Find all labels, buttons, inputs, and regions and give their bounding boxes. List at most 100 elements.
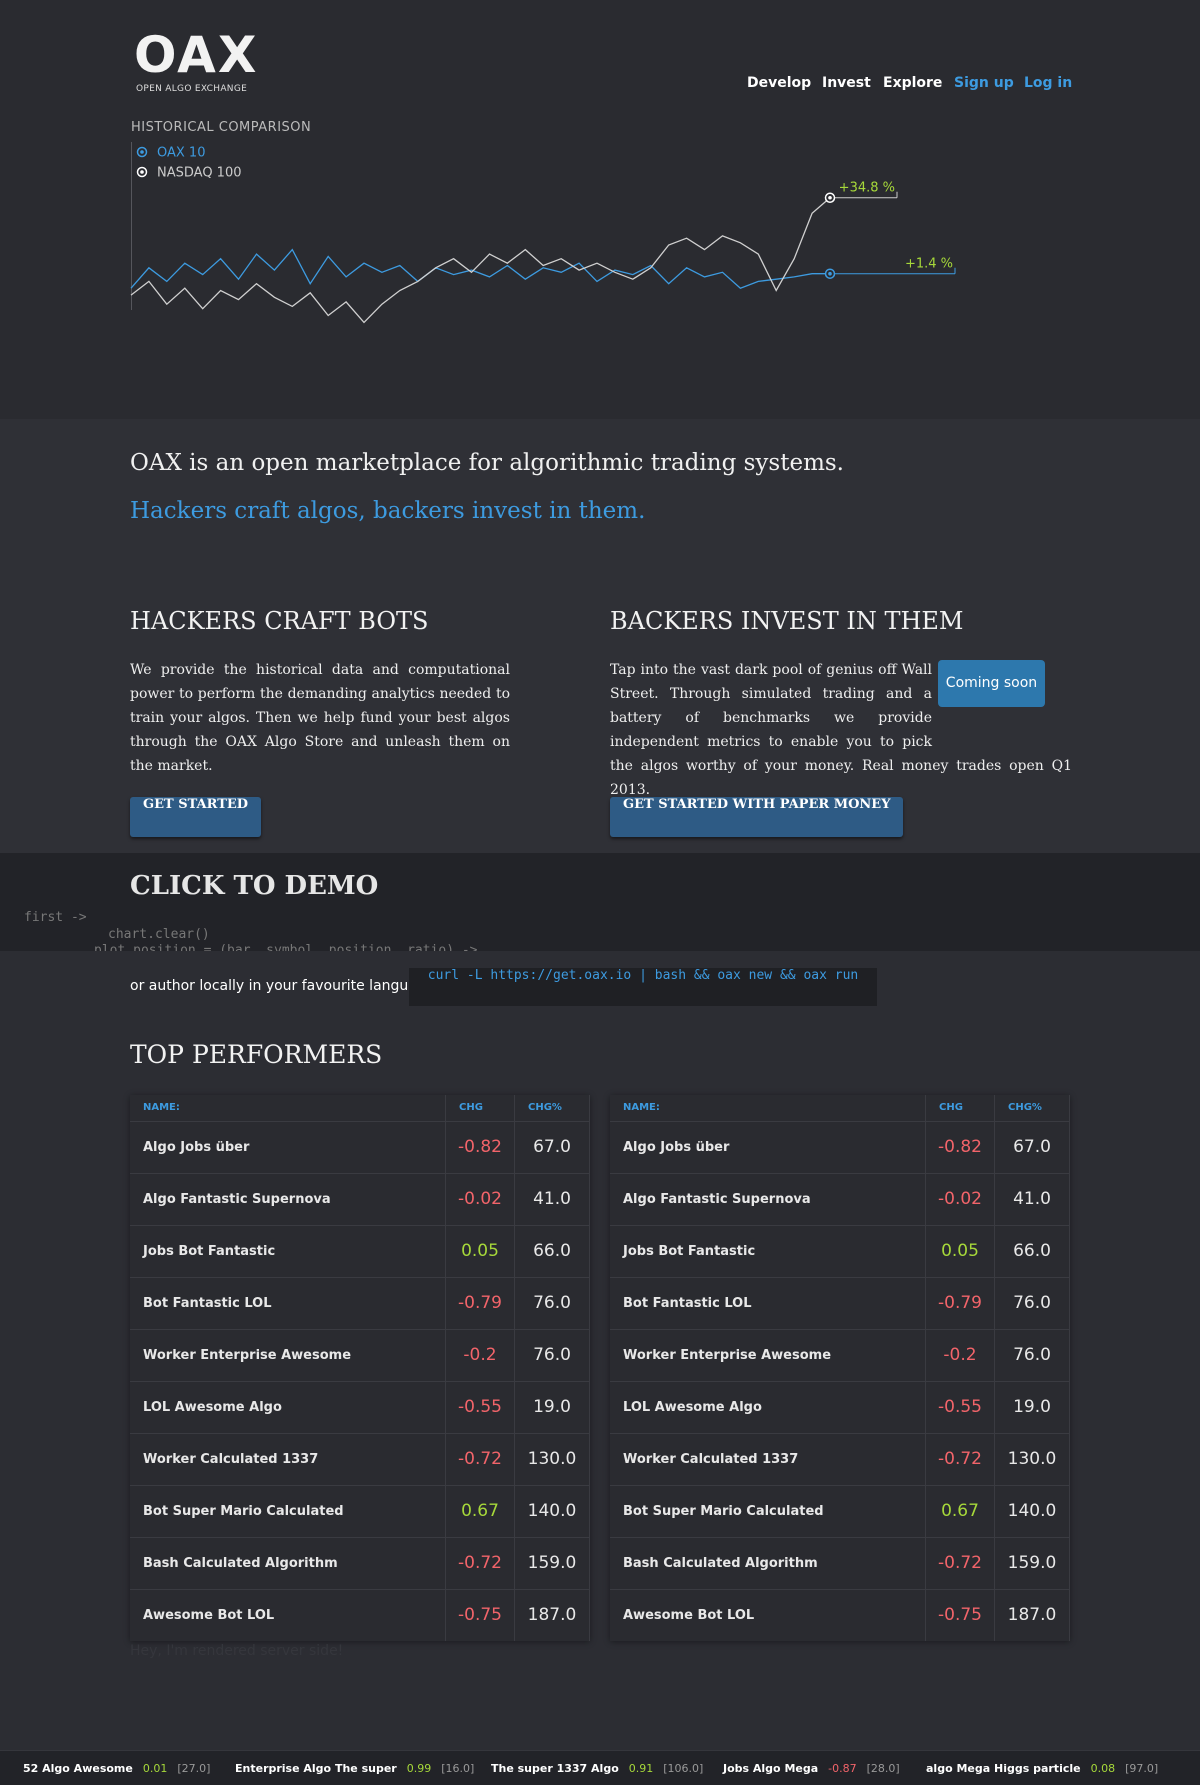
algo-name: Bash Calculated Algorithm <box>130 1536 446 1589</box>
logo[interactable]: OAX <box>134 26 259 84</box>
row[interactable]: Worker Enterprise Awesome -0.2 76.0 <box>610 1328 1070 1381</box>
paragraph: Tap into the vast dark pool of genius of… <box>610 658 1072 802</box>
ticker-item: The super 1337 Algo 0.91 [106.0] <box>491 1762 703 1775</box>
row[interactable]: Awesome Bot LOL -0.75 187.0 <box>610 1588 1070 1641</box>
ticker-item: algo Mega Higgs particle 0.08 [97.0] <box>926 1762 1158 1775</box>
change: -0.75 <box>445 1588 515 1641</box>
row[interactable]: Bot Fantastic LOL -0.79 76.0 <box>130 1276 590 1329</box>
ticker-change: -0.87 <box>828 1762 857 1775</box>
intro-section <box>0 419 1200 853</box>
algo-name: Jobs Bot Fantastic <box>610 1224 926 1277</box>
performers-table: NAME: CHG CHG% Algo Jobs über -0.82 67.0 Algo … <box>610 1095 1070 1641</box>
algo-name: Bot Fantastic LOL <box>130 1276 446 1329</box>
algo-name: Bot Super Mario Calculated <box>610 1484 926 1537</box>
row[interactable]: Bash Calculated Algorithm -0.72 159.0 <box>610 1536 1070 1589</box>
ticker-price: [28.0] <box>866 1762 900 1775</box>
end-label: +1.4 % <box>905 257 953 272</box>
ticker-price: [97.0] <box>1125 1762 1159 1775</box>
legend-marker <box>136 146 148 158</box>
column-header: CHG <box>925 1095 995 1121</box>
change-pct: 67.0 <box>994 1120 1070 1173</box>
change: -0.55 <box>925 1380 995 1433</box>
paragraph-text: Tap into the vast dark pool of genius of… <box>610 662 1072 798</box>
button[interactable]: GET STARTED <box>130 797 262 837</box>
row[interactable]: Algo Fantastic Supernova -0.02 41.0 <box>610 1172 1070 1225</box>
heading: BACKERS INVEST IN THEM <box>610 607 964 635</box>
ticker-change: 0.01 <box>142 1762 168 1775</box>
change: -0.82 <box>445 1120 515 1173</box>
change: -0.82 <box>925 1120 995 1173</box>
nav-link[interactable]: Develop <box>747 75 812 91</box>
ticker-price: [27.0] <box>177 1762 211 1775</box>
algo-name: Worker Enterprise Awesome <box>130 1328 446 1381</box>
change-pct: 140.0 <box>994 1484 1070 1537</box>
algo-name: Awesome Bot LOL <box>610 1588 926 1641</box>
performers-table: NAME: CHG CHG% Algo Jobs über -0.82 67.0 Algo … <box>130 1095 590 1641</box>
change: -0.79 <box>925 1276 995 1329</box>
row[interactable]: Worker Calculated 1337 -0.72 130.0 <box>610 1432 1070 1485</box>
row[interactable]: Jobs Bot Fantastic 0.05 66.0 <box>130 1224 590 1277</box>
ticker: 52 Algo Awesome 0.01 [27.0] Enterprise Algo… <box>0 1750 1200 1785</box>
change-pct: 187.0 <box>514 1588 590 1641</box>
algo-name: LOL Awesome Algo <box>130 1380 446 1433</box>
algo-name: Algo Fantastic Supernova <box>130 1172 446 1225</box>
section-title: TOP PERFORMERS <box>130 1040 383 1069</box>
row[interactable]: Bot Super Mario Calculated 0.67 140.0 <box>130 1484 590 1537</box>
change: -0.79 <box>445 1276 515 1329</box>
change-pct: 76.0 <box>514 1276 590 1329</box>
change-pct: 159.0 <box>514 1536 590 1589</box>
nav-link[interactable]: Sign up <box>954 75 1014 91</box>
change-pct: 130.0 <box>514 1432 590 1485</box>
change-pct: 41.0 <box>994 1172 1070 1225</box>
ticker-name: Enterprise Algo The super <box>235 1762 397 1775</box>
button[interactable]: Coming soon <box>938 660 1045 707</box>
ticker-item: Enterprise Algo The super 0.99 [16.0] <box>235 1762 474 1775</box>
column-header: CHG% <box>994 1095 1070 1121</box>
change-pct: 19.0 <box>514 1380 590 1433</box>
column-header: CHG% <box>514 1095 590 1121</box>
row[interactable]: Bash Calculated Algorithm -0.72 159.0 <box>130 1536 590 1589</box>
demo-band[interactable]: first -> chart.clear() plot_position = (… <box>0 853 1200 951</box>
ticker-change: 0.91 <box>628 1762 654 1775</box>
nav-link[interactable]: Explore <box>883 75 943 91</box>
row[interactable]: Awesome Bot LOL -0.75 187.0 <box>130 1588 590 1641</box>
change-pct: 66.0 <box>514 1224 590 1277</box>
algo-name: Bot Super Mario Calculated <box>130 1484 446 1537</box>
change: 0.05 <box>445 1224 515 1277</box>
ticker-item: Jobs Algo Mega -0.87 [28.0] <box>723 1762 900 1775</box>
row[interactable]: Algo Jobs über -0.82 67.0 <box>610 1120 1070 1173</box>
end-label: +34.8 % <box>839 181 895 196</box>
code-line: plot_position = (bar, symbol, position, … <box>94 943 478 951</box>
algo-name: Algo Fantastic Supernova <box>610 1172 926 1225</box>
row[interactable]: Algo Fantastic Supernova -0.02 41.0 <box>130 1172 590 1225</box>
row[interactable]: Worker Enterprise Awesome -0.2 76.0 <box>130 1328 590 1381</box>
end-marker <box>828 195 832 200</box>
row[interactable]: Bot Fantastic LOL -0.79 76.0 <box>610 1276 1070 1329</box>
ticker-change: 0.99 <box>406 1762 432 1775</box>
ticker-name: The super 1337 Algo <box>491 1762 619 1775</box>
change: -0.72 <box>925 1432 995 1485</box>
row[interactable]: Bot Super Mario Calculated 0.67 140.0 <box>610 1484 1070 1537</box>
column-header: NAME: <box>130 1095 446 1121</box>
nav-link[interactable]: Invest <box>822 75 871 91</box>
end-marker <box>828 271 832 276</box>
change-pct: 76.0 <box>994 1276 1070 1329</box>
header-row: NAME: CHG CHG% <box>130 1095 590 1121</box>
tagline: Hackers craft algos, backers invest in t… <box>130 498 646 524</box>
algo-name: Bash Calculated Algorithm <box>610 1536 926 1589</box>
row[interactable]: Jobs Bot Fantastic 0.05 66.0 <box>610 1224 1070 1277</box>
legend-marker <box>140 170 144 174</box>
lead: OAX is an open marketplace for algorithm… <box>130 450 844 476</box>
legend-label: OAX 10 <box>157 146 205 161</box>
nav-link[interactable]: Log in <box>1024 75 1073 91</box>
row[interactable]: Worker Calculated 1337 -0.72 130.0 <box>130 1432 590 1485</box>
ticker-change: 0.08 <box>1090 1762 1116 1775</box>
button[interactable]: GET STARTED WITH PAPER MONEY <box>610 797 904 837</box>
demo-title[interactable]: CLICK TO DEMO <box>130 871 379 901</box>
change: -0.72 <box>925 1536 995 1589</box>
change: -0.2 <box>925 1328 995 1381</box>
row[interactable]: Algo Jobs über -0.82 67.0 <box>130 1120 590 1173</box>
row[interactable]: LOL Awesome Algo -0.55 19.0 <box>130 1380 590 1433</box>
row[interactable]: LOL Awesome Algo -0.55 19.0 <box>610 1380 1070 1433</box>
